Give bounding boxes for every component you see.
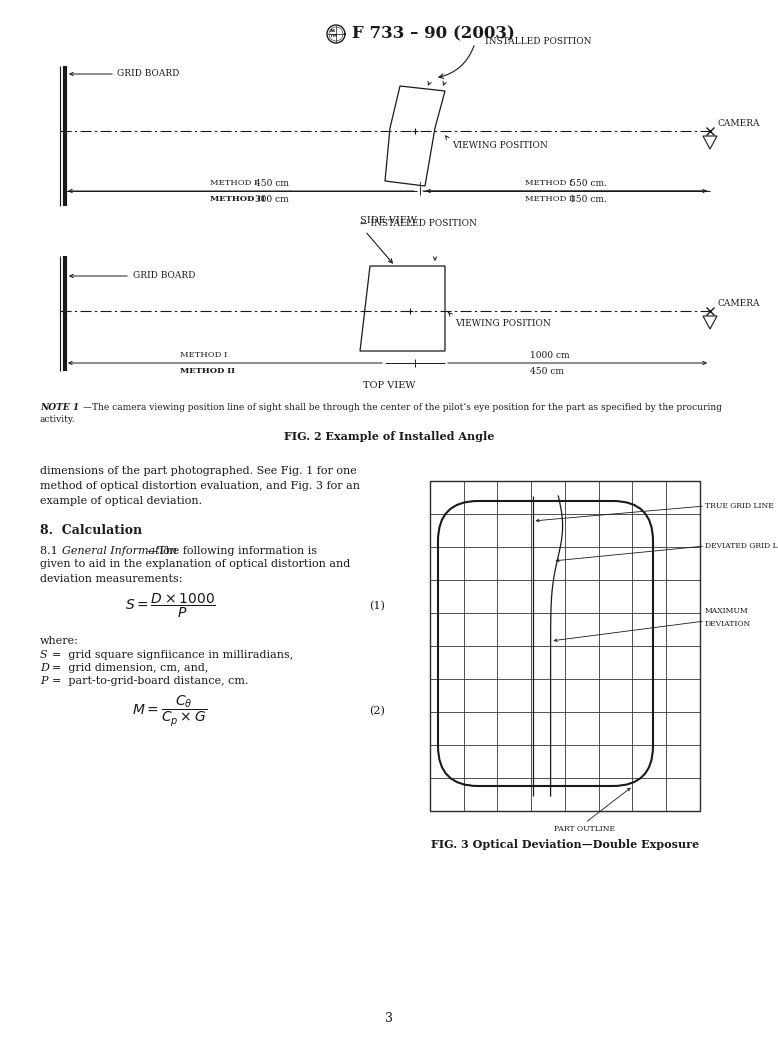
Text: —The camera viewing position line of sight shall be through the center of the pi: —The camera viewing position line of sig… <box>83 403 722 412</box>
Text: 450 cm: 450 cm <box>530 366 564 376</box>
Text: AS: AS <box>331 29 337 33</box>
Text: D: D <box>40 663 49 672</box>
Text: 300 cm: 300 cm <box>255 195 289 203</box>
Text: VIEWING POSITION: VIEWING POSITION <box>452 142 548 151</box>
Text: VIEWING POSITION: VIEWING POSITION <box>455 319 551 328</box>
Text: DEVIATED GRID LINE: DEVIATED GRID LINE <box>705 542 778 550</box>
Text: 3: 3 <box>385 1013 393 1025</box>
Text: ← INSTALLED POSITION: ← INSTALLED POSITION <box>360 219 477 228</box>
Text: METHOD II: METHOD II <box>210 195 265 203</box>
Text: activity.: activity. <box>40 415 75 424</box>
Text: PART OUTLINE: PART OUTLINE <box>555 826 615 833</box>
Text: given to aid in the explanation of optical distortion and
deviation measurements: given to aid in the explanation of optic… <box>40 559 350 584</box>
Text: —The following information is: —The following information is <box>147 545 317 556</box>
Text: CAMERA: CAMERA <box>718 119 761 127</box>
Text: =  grid dimension, cm, and,: = grid dimension, cm, and, <box>52 663 209 672</box>
Text: METHOD I: METHOD I <box>525 179 573 187</box>
Text: 8.1: 8.1 <box>40 545 65 556</box>
FancyArrowPatch shape <box>439 46 474 78</box>
Text: NOTE 1: NOTE 1 <box>40 403 79 412</box>
Text: $S = \dfrac{D \times 1000}{P}$: $S = \dfrac{D \times 1000}{P}$ <box>124 592 216 620</box>
Bar <box>430 481 700 811</box>
Text: where:: where: <box>40 636 79 646</box>
Text: =  part-to-grid-board distance, cm.: = part-to-grid-board distance, cm. <box>52 676 248 686</box>
Text: 150 cm.: 150 cm. <box>570 195 607 203</box>
Text: INSTALLED POSITION: INSTALLED POSITION <box>485 36 591 46</box>
Text: =  grid square signfiicance in milliradians,: = grid square signfiicance in milliradia… <box>52 650 293 660</box>
Text: CAMERA: CAMERA <box>718 299 761 307</box>
Text: METHOD II: METHOD II <box>180 367 235 375</box>
Text: FIG. 2 Example of Installed Angle: FIG. 2 Example of Installed Angle <box>284 431 494 442</box>
Text: TRUE GRID LINE: TRUE GRID LINE <box>705 502 774 510</box>
Text: MAXIMUM: MAXIMUM <box>705 607 748 615</box>
Text: 550 cm.: 550 cm. <box>570 178 607 187</box>
Text: DEVIATION: DEVIATION <box>705 620 752 628</box>
Text: TOP VIEW: TOP VIEW <box>363 381 415 390</box>
Text: GRID BOARD: GRID BOARD <box>117 70 180 78</box>
Text: GRID BOARD: GRID BOARD <box>133 272 195 280</box>
Text: 8.  Calculation: 8. Calculation <box>40 524 142 537</box>
Text: $M = \dfrac{C_{\theta}}{C_{p} \times G}$: $M = \dfrac{C_{\theta}}{C_{p} \times G}$ <box>132 693 208 729</box>
Text: General Information: General Information <box>62 545 177 556</box>
Text: 1000 cm: 1000 cm <box>530 351 569 359</box>
Text: P: P <box>40 676 47 686</box>
Text: SIDE VIEW: SIDE VIEW <box>360 215 418 225</box>
Text: METHOD I: METHOD I <box>210 179 258 187</box>
Text: METHOD I: METHOD I <box>180 351 227 359</box>
Text: METHOD II: METHOD II <box>525 195 576 203</box>
Text: 450 cm: 450 cm <box>255 178 289 187</box>
Text: dimensions of the part photographed. See Fig. 1 for one
method of optical distor: dimensions of the part photographed. See… <box>40 466 360 506</box>
Text: FIG. 3 Optical Deviation—Double Exposure: FIG. 3 Optical Deviation—Double Exposure <box>431 839 699 850</box>
Text: (2): (2) <box>369 706 385 716</box>
Text: (1): (1) <box>369 601 385 611</box>
Text: F 733 – 90 (2003): F 733 – 90 (2003) <box>352 25 515 43</box>
Text: TM: TM <box>330 34 337 39</box>
Text: S: S <box>40 650 47 660</box>
